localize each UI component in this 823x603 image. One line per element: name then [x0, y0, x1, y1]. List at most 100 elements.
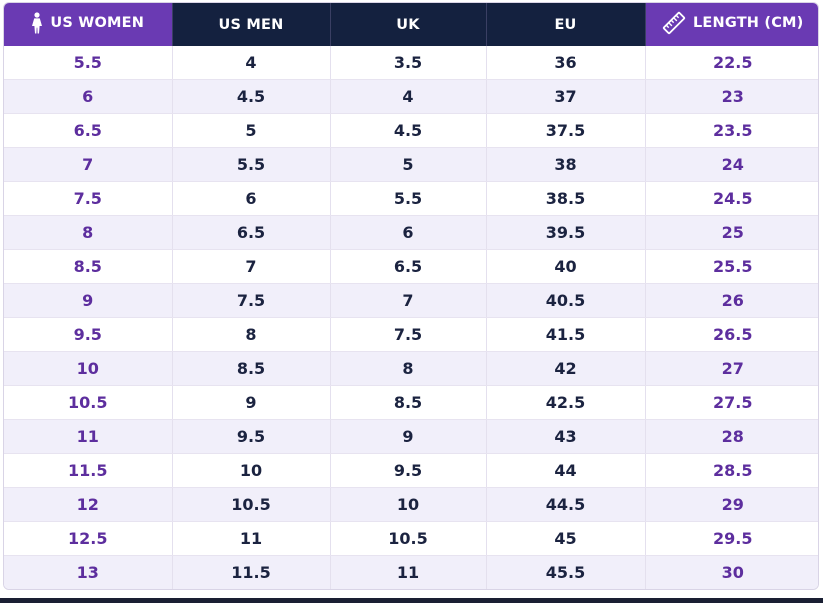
cell-uk: 9.5: [330, 453, 487, 489]
table-row: 12 10.5 10 44.5 29: [4, 487, 818, 523]
cell-us-women: 8.5: [4, 249, 173, 284]
cell-uk: 4: [330, 79, 487, 114]
header-us-men: US MEN: [172, 3, 331, 46]
shoe-size-table: US WOMEN US MEN UK EU: [4, 3, 818, 589]
table-row: 11 9.5 9 43 28: [4, 419, 818, 455]
header-row: US WOMEN US MEN UK EU: [4, 3, 818, 46]
cell-uk: 11: [330, 555, 487, 589]
cell-us-women: 5.5: [4, 46, 173, 80]
cell-eu: 43: [486, 419, 646, 455]
cell-us-men: 9: [172, 385, 331, 421]
cell-length: 22.5: [645, 46, 818, 80]
cell-us-women: 10.5: [4, 385, 173, 421]
cell-eu: 36: [486, 46, 646, 80]
table-header: US WOMEN US MEN UK EU: [4, 3, 818, 46]
cell-uk: 4.5: [330, 113, 487, 148]
cell-eu: 39.5: [486, 215, 646, 250]
cell-eu: 38.5: [486, 181, 646, 216]
cell-length: 29.5: [645, 521, 818, 557]
cell-uk: 6.5: [330, 249, 487, 284]
cell-eu: 45.5: [486, 555, 646, 589]
cell-uk: 10: [330, 487, 487, 523]
cell-eu: 42.5: [486, 385, 646, 421]
cell-us-men: 4.5: [172, 79, 331, 114]
cell-us-men: 6.5: [172, 215, 331, 250]
table-row: 6 4.5 4 37 23: [4, 79, 818, 114]
cell-us-men: 7.5: [172, 283, 331, 318]
cell-length: 30: [645, 555, 818, 589]
cell-uk: 6: [330, 215, 487, 250]
cell-eu: 41.5: [486, 317, 646, 352]
header-uk: UK: [330, 3, 487, 46]
cell-us-women: 6.5: [4, 113, 173, 148]
cell-us-women: 11: [4, 419, 173, 455]
cell-us-men: 5: [172, 113, 331, 148]
cell-uk: 7.5: [330, 317, 487, 352]
cell-us-men: 5.5: [172, 147, 331, 182]
cell-us-women: 8: [4, 215, 173, 250]
cell-us-women: 11.5: [4, 453, 173, 489]
ruler-icon: [662, 11, 686, 35]
header-eu: EU: [486, 3, 646, 46]
cell-length: 27.5: [645, 385, 818, 421]
table-row: 12.5 11 10.5 45 29.5: [4, 521, 818, 557]
table-row: 10 8.5 8 42 27: [4, 351, 818, 386]
cell-us-women: 12: [4, 487, 173, 523]
cell-uk: 10.5: [330, 521, 487, 557]
woman-icon: [31, 11, 43, 34]
cell-uk: 5: [330, 147, 487, 182]
table-row: 7.5 6 5.5 38.5 24.5: [4, 181, 818, 216]
cell-us-women: 9.5: [4, 317, 173, 352]
cell-length: 25.5: [645, 249, 818, 284]
header-us-men-label: US MEN: [218, 16, 284, 33]
cell-eu: 40: [486, 249, 646, 284]
cell-eu: 37.5: [486, 113, 646, 148]
header-length: LENGTH (CM): [645, 3, 818, 46]
table-row: 10.5 9 8.5 42.5 27.5: [4, 385, 818, 421]
cell-length: 23: [645, 79, 818, 114]
cell-uk: 8: [330, 351, 487, 386]
cell-us-women: 6: [4, 79, 173, 114]
cell-eu: 44.5: [486, 487, 646, 523]
table-row: 8 6.5 6 39.5 25: [4, 215, 818, 250]
cell-uk: 8.5: [330, 385, 487, 421]
cell-us-women: 7.5: [4, 181, 173, 216]
cell-us-men: 7: [172, 249, 331, 284]
header-us-women-label: US WOMEN: [50, 14, 145, 31]
cell-length: 24: [645, 147, 818, 182]
cell-us-men: 11: [172, 521, 331, 557]
cell-us-women: 13: [4, 555, 173, 589]
cell-us-men: 10: [172, 453, 331, 489]
cell-us-men: 8.5: [172, 351, 331, 386]
table-row: 6.5 5 4.5 37.5 23.5: [4, 113, 818, 148]
cell-length: 23.5: [645, 113, 818, 148]
cell-us-men: 8: [172, 317, 331, 352]
cell-us-women: 9: [4, 283, 173, 318]
cell-us-men: 9.5: [172, 419, 331, 455]
cell-us-men: 6: [172, 181, 331, 216]
table-row: 13 11.5 11 45.5 30: [4, 555, 818, 589]
cell-uk: 9: [330, 419, 487, 455]
cell-length: 26.5: [645, 317, 818, 352]
header-us-women: US WOMEN: [4, 3, 173, 46]
header-eu-label: EU: [554, 16, 577, 33]
table-row: 7 5.5 5 38 24: [4, 147, 818, 182]
cell-length: 26: [645, 283, 818, 318]
cell-uk: 3.5: [330, 46, 487, 80]
cell-length: 25: [645, 215, 818, 250]
cell-length: 24.5: [645, 181, 818, 216]
cell-uk: 7: [330, 283, 487, 318]
table-row: 9.5 8 7.5 41.5 26.5: [4, 317, 818, 352]
cell-us-men: 10.5: [172, 487, 331, 523]
bottom-divider: [0, 598, 823, 603]
cell-us-women: 10: [4, 351, 173, 386]
cell-eu: 40.5: [486, 283, 646, 318]
table-body: 5.5 4 3.5 36 22.5 6 4.5 4 37 23 6.5 5 4.5 37.5 23.5 7 5.…: [4, 46, 818, 589]
cell-length: 28: [645, 419, 818, 455]
table-row: 9 7.5 7 40.5 26: [4, 283, 818, 318]
cell-eu: 38: [486, 147, 646, 182]
cell-eu: 37: [486, 79, 646, 114]
cell-length: 29: [645, 487, 818, 523]
cell-uk: 5.5: [330, 181, 487, 216]
size-chart-frame: US WOMEN US MEN UK EU: [3, 2, 819, 590]
